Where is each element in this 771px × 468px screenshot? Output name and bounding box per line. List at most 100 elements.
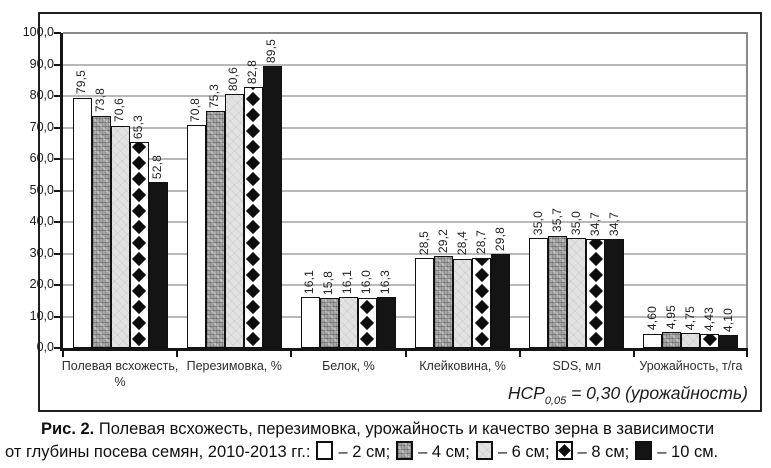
y-tick-label: 10,0 — [29, 308, 54, 323]
light-gray-swatch — [475, 440, 493, 460]
y-tick — [54, 347, 61, 349]
diamond-pattern-cell — [246, 331, 261, 347]
black-square-swatch — [635, 440, 653, 460]
caption-legend-item: – 4 см; — [396, 440, 470, 461]
category-label: Белок, % — [322, 359, 375, 373]
caption-line-2: от глубины посева семян, 2010-2013 гг.: –… — [5, 440, 766, 464]
bar-value-label: 29,8 — [492, 226, 507, 252]
bar-value-label: 4,95 — [663, 305, 678, 330]
diamond-pattern-cell — [132, 219, 147, 235]
bar-2см-1 — [72, 97, 92, 348]
diamond-pattern-cell — [132, 283, 147, 299]
diamond-pattern-cell — [246, 251, 261, 267]
x-tick — [62, 351, 64, 357]
nsr-note-prefix: НСР — [507, 383, 545, 403]
caption-legend-label: – 4 см; — [418, 442, 470, 461]
x-tick — [632, 351, 635, 357]
bar-value-label: 52,8 — [150, 154, 165, 179]
gridline — [63, 284, 748, 286]
gridline — [63, 32, 748, 34]
diamond-pattern-cell — [132, 155, 147, 171]
bar-value-label: 16,1 — [340, 270, 355, 295]
diamond-pattern-cell — [246, 203, 261, 219]
caption-text-2: от глубины посева семян, 2010-2013 гг.: — [5, 442, 311, 461]
diamond-pattern-cell — [246, 283, 261, 299]
bar-4см-2 — [205, 110, 225, 348]
diamond-pattern-cell — [588, 299, 603, 315]
bar-value-label: 34,7 — [606, 211, 621, 236]
y-tick-label: 40,0 — [29, 214, 54, 228]
bar-value-label: 4,60 — [644, 306, 659, 331]
gridline — [63, 126, 748, 129]
y-tick — [54, 189, 61, 192]
bar-value-label: 70,8 — [188, 97, 203, 122]
x-tick — [404, 351, 407, 357]
bar-value-label: 82,8 — [245, 60, 260, 85]
bar-6см-5 — [567, 237, 587, 348]
y-tick-label: 20,0 — [29, 277, 54, 291]
diamond-pattern-cell — [360, 331, 375, 347]
bar-6см-2 — [224, 94, 244, 348]
y-tick — [54, 63, 61, 66]
x-tick — [746, 351, 748, 357]
caption-legend-item: – 10 см. — [635, 440, 719, 461]
bar-8см-6 — [700, 334, 720, 348]
diamond-pattern-cell — [246, 187, 261, 203]
diamond-pattern-cell — [246, 139, 261, 155]
diamond-pattern-cell — [246, 107, 261, 123]
diamond-pattern-cell — [246, 91, 261, 107]
bar-4см-1 — [91, 115, 111, 348]
gridline — [63, 158, 748, 160]
bar-value-label: 4,43 — [701, 306, 716, 332]
y-tick-label: 80,0 — [29, 88, 54, 102]
diamond-pattern-cell — [132, 315, 147, 331]
diamond-pattern-cell — [132, 251, 147, 267]
bar-10см-6 — [719, 335, 739, 348]
diamond-pattern-cell — [246, 155, 261, 171]
diamond-pattern-cell — [246, 267, 261, 283]
diamond-pattern-cell — [132, 267, 147, 283]
diamond-glyph — [557, 443, 571, 457]
category-label: Урожайность, т/га — [639, 359, 743, 373]
diamond-pattern-cell — [474, 267, 489, 283]
caption-legend-label: – 8 см; — [577, 442, 630, 461]
y-tick-label: 30,0 — [29, 245, 54, 260]
caption-legend-label: – 10 см. — [657, 442, 719, 461]
bar-value-label: 34,7 — [587, 211, 602, 236]
bar-value-label: 4,10 — [720, 307, 735, 333]
bar-value-label: 15,8 — [321, 271, 336, 296]
diamond-pattern-cell — [588, 251, 603, 267]
diamond-pattern-cell — [702, 335, 717, 347]
bar-8см-5 — [586, 238, 606, 348]
caption-legend-item: – 6 см; — [475, 440, 550, 461]
y-tick — [54, 315, 61, 318]
x-tick — [176, 351, 179, 357]
nsr-note-subscript: 0,05 — [544, 395, 567, 407]
diamond-pattern-cell — [474, 331, 489, 347]
diamond-pattern-cell — [246, 88, 261, 91]
bar-8см-4 — [472, 257, 492, 348]
gridline — [63, 252, 748, 255]
bar-value-label: 4,75 — [682, 305, 697, 331]
bar-4см-6 — [662, 332, 682, 348]
bar-8см-1 — [129, 142, 149, 348]
y-tick-label: 100,0 — [22, 25, 54, 39]
diamond-pattern-cell — [132, 171, 147, 187]
y-tick — [54, 126, 61, 129]
black-diamond-swatch — [555, 440, 573, 460]
bar-value-label: 65,3 — [131, 115, 146, 140]
x-tick — [518, 351, 521, 357]
bar-value-label: 75,3 — [207, 83, 222, 108]
y-tick-label: 90,0 — [29, 56, 54, 71]
bar-value-label: 79,5 — [74, 70, 89, 95]
gridline — [63, 189, 748, 192]
bar-value-label: 16,1 — [302, 270, 317, 295]
x-axis — [60, 348, 748, 351]
diamond-pattern-cell — [474, 315, 489, 331]
bar-6см-4 — [453, 258, 473, 348]
category-label: Клейковина, % — [419, 359, 506, 373]
gridline — [63, 95, 748, 97]
y-tick-label: 60,0 — [29, 151, 54, 165]
bar-4см-5 — [548, 235, 568, 348]
y-tick — [54, 221, 61, 223]
